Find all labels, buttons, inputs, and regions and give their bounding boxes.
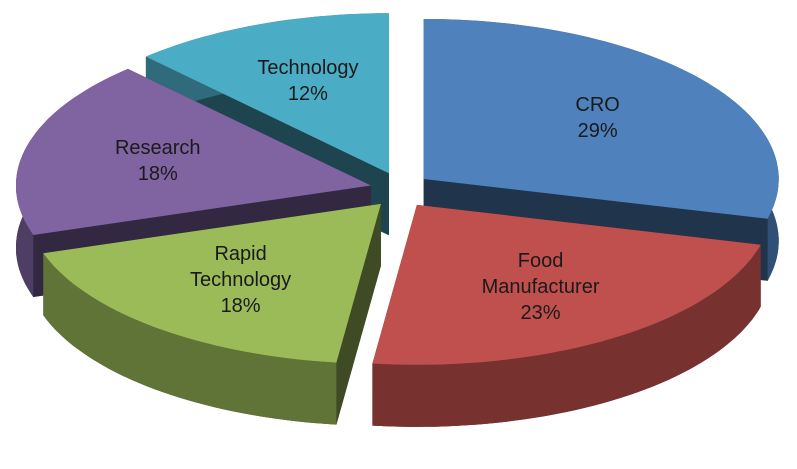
category-label: Research — [114, 136, 201, 159]
label-box: Research 18% — [83, 135, 233, 187]
slice-top — [16, 68, 371, 236]
slice — [43, 203, 381, 425]
value-label: 18% — [137, 162, 178, 185]
slice — [372, 204, 761, 427]
label-box: Technology 12% — [233, 55, 383, 107]
slice-label: Research 18% — [83, 135, 233, 187]
slice-label: Rapid Technology 18% — [166, 241, 316, 319]
value-label: 29% — [577, 120, 618, 143]
category-label: CRO — [575, 94, 620, 117]
slice-outer-wall — [372, 244, 761, 427]
label-box: CRO 29% — [523, 92, 673, 144]
category-label: Rapid Technology — [189, 243, 292, 292]
slice-label: CRO 29% — [523, 92, 673, 144]
label-box: Rapid Technology 18% — [166, 241, 316, 319]
category-label: Food Manufacturer — [481, 249, 600, 298]
slice-top — [372, 204, 761, 365]
label-box: Food Manufacturer 23% — [466, 248, 616, 326]
slice-top — [43, 203, 381, 363]
slice-top — [423, 19, 779, 219]
value-label: 12% — [287, 83, 328, 106]
category-label: Technology — [257, 57, 359, 80]
slice-label: Food Manufacturer 23% — [466, 248, 616, 326]
value-label: 23% — [520, 301, 561, 324]
slice-label: Technology 12% — [233, 55, 383, 107]
slice-top — [145, 13, 389, 174]
value-label: 18% — [220, 295, 261, 318]
slice-outer-wall — [43, 253, 337, 425]
